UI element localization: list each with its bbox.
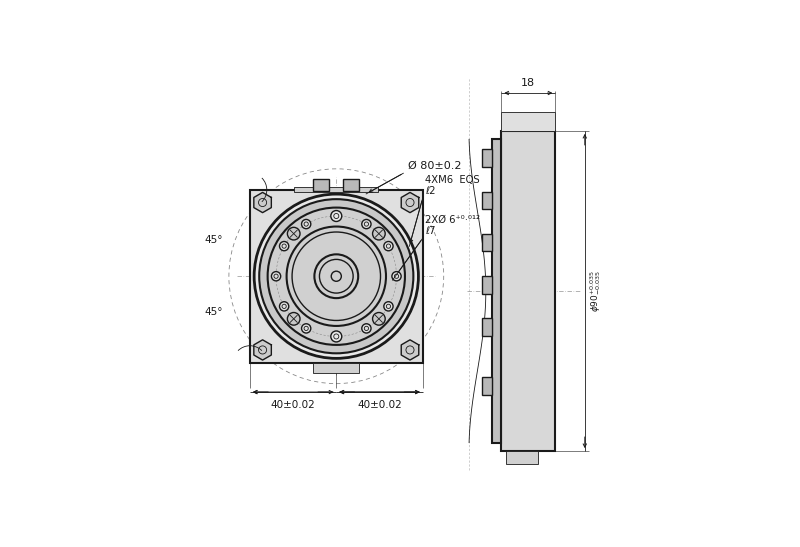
Bar <box>482 191 492 210</box>
Bar <box>313 363 359 373</box>
Text: 4XM6  EQS
ℓ2: 4XM6 EQS ℓ2 <box>425 174 479 196</box>
Bar <box>482 377 492 394</box>
Circle shape <box>362 219 371 229</box>
Bar <box>482 318 492 336</box>
Circle shape <box>302 324 311 333</box>
Circle shape <box>287 312 300 325</box>
Circle shape <box>332 211 341 220</box>
Circle shape <box>279 241 289 251</box>
Circle shape <box>254 194 418 358</box>
Bar <box>482 276 492 294</box>
Text: $\phi$90$^{+0.035}_{-0.035}$: $\phi$90$^{+0.035}_{-0.035}$ <box>588 270 603 312</box>
Bar <box>492 139 502 443</box>
Circle shape <box>384 241 393 251</box>
Text: 40±0.02: 40±0.02 <box>357 400 402 410</box>
Polygon shape <box>402 193 418 213</box>
Text: 18: 18 <box>522 78 535 88</box>
Circle shape <box>331 211 342 222</box>
Bar <box>506 451 538 464</box>
Text: 40±0.02: 40±0.02 <box>270 400 315 410</box>
Polygon shape <box>254 193 271 213</box>
Circle shape <box>302 219 311 229</box>
Text: Ø 80±0.2: Ø 80±0.2 <box>408 161 462 171</box>
Bar <box>343 179 359 191</box>
Circle shape <box>279 302 289 311</box>
Circle shape <box>332 332 341 341</box>
Polygon shape <box>254 340 271 360</box>
Circle shape <box>331 331 342 342</box>
Circle shape <box>362 324 371 333</box>
Bar <box>294 187 378 192</box>
Circle shape <box>259 199 414 353</box>
Text: 45°: 45° <box>204 307 222 317</box>
Polygon shape <box>402 340 418 360</box>
Text: 2XØ 6⁺⁰·⁰¹²
ℓ7: 2XØ 6⁺⁰·⁰¹² ℓ7 <box>425 214 480 236</box>
Bar <box>482 149 492 167</box>
Text: 45°: 45° <box>204 235 222 245</box>
Bar <box>502 131 555 451</box>
Circle shape <box>373 228 385 240</box>
Circle shape <box>392 272 401 281</box>
Bar <box>250 190 422 363</box>
Bar <box>502 112 555 131</box>
Circle shape <box>287 228 300 240</box>
Circle shape <box>271 272 281 281</box>
Circle shape <box>384 302 393 311</box>
Bar <box>313 179 329 191</box>
Circle shape <box>373 312 385 325</box>
Bar <box>482 234 492 252</box>
Circle shape <box>268 207 405 345</box>
Circle shape <box>268 207 405 345</box>
